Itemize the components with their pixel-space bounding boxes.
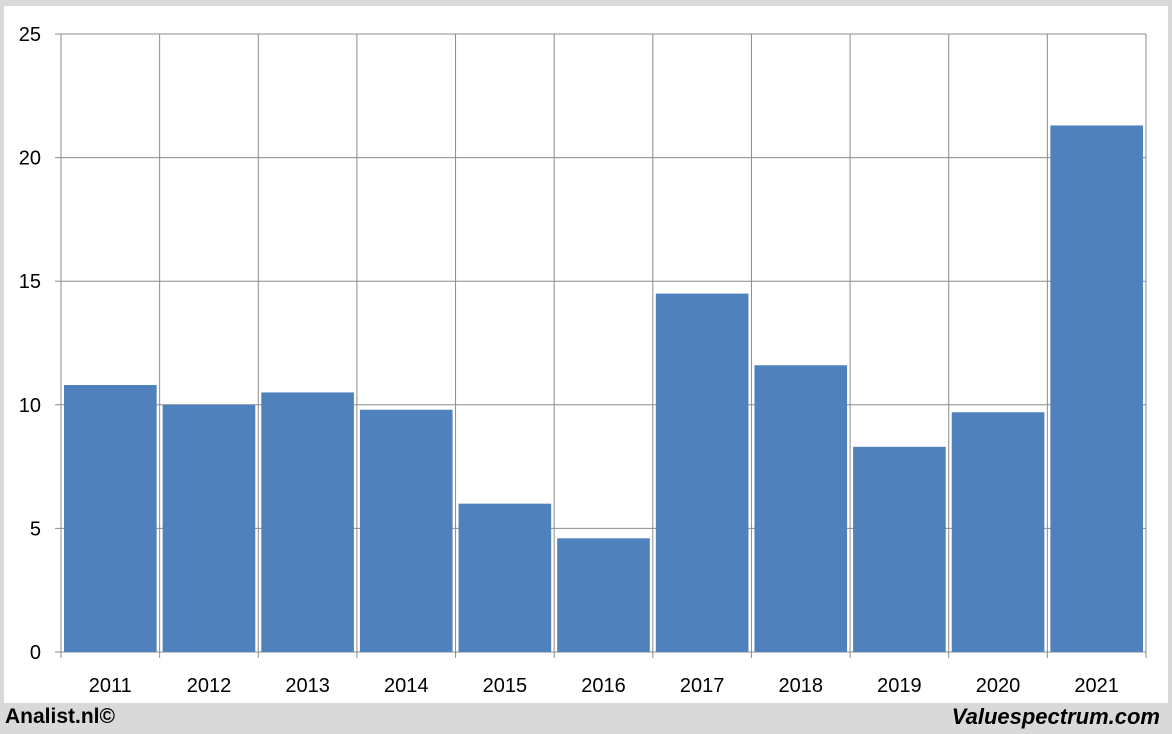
source-label: Analist.nl© bbox=[5, 705, 115, 728]
x-tick-label: 2012 bbox=[187, 675, 232, 697]
bar-2015 bbox=[458, 503, 552, 652]
publisher-label: Valuespectrum.com bbox=[951, 704, 1160, 729]
bar-2019 bbox=[853, 446, 946, 652]
y-tick-label: 15 bbox=[19, 271, 41, 293]
bar-2011 bbox=[64, 385, 157, 652]
bar-2013 bbox=[261, 392, 354, 652]
y-tick-label: 5 bbox=[30, 518, 41, 540]
chart-area: 0 5 10 15 20 25 2011 2012 2013 2014 2015 2016 2017 20… bbox=[4, 6, 1168, 703]
y-tick-label: 10 bbox=[19, 395, 41, 417]
bar-2020 bbox=[951, 412, 1045, 652]
bar-2016 bbox=[557, 538, 650, 652]
x-tick-label: 2014 bbox=[384, 675, 429, 697]
x-tick-label: 2015 bbox=[483, 675, 528, 697]
y-tick-label: 0 bbox=[30, 642, 41, 664]
x-tick-label: 2016 bbox=[581, 675, 626, 697]
bar-2012 bbox=[162, 404, 256, 652]
y-tick-label: 20 bbox=[19, 148, 41, 170]
x-tick-label: 2021 bbox=[1074, 675, 1119, 697]
bar-chart: 0 5 10 15 20 25 2011 2012 2013 2014 2015 2016 2017 20… bbox=[19, 24, 1147, 697]
bar-2017 bbox=[655, 293, 749, 652]
x-tick-label: 2013 bbox=[285, 675, 330, 697]
bar-2018 bbox=[754, 365, 848, 652]
x-tick-label: 2020 bbox=[976, 675, 1021, 697]
x-tick-label: 2017 bbox=[680, 675, 725, 697]
bar-2014 bbox=[359, 409, 453, 652]
bar-2021 bbox=[1050, 125, 1143, 653]
x-tick-label: 2019 bbox=[877, 675, 922, 697]
x-tick-label: 2011 bbox=[89, 675, 132, 697]
x-tick-label: 2018 bbox=[779, 675, 824, 697]
y-tick-label: 25 bbox=[19, 24, 41, 46]
